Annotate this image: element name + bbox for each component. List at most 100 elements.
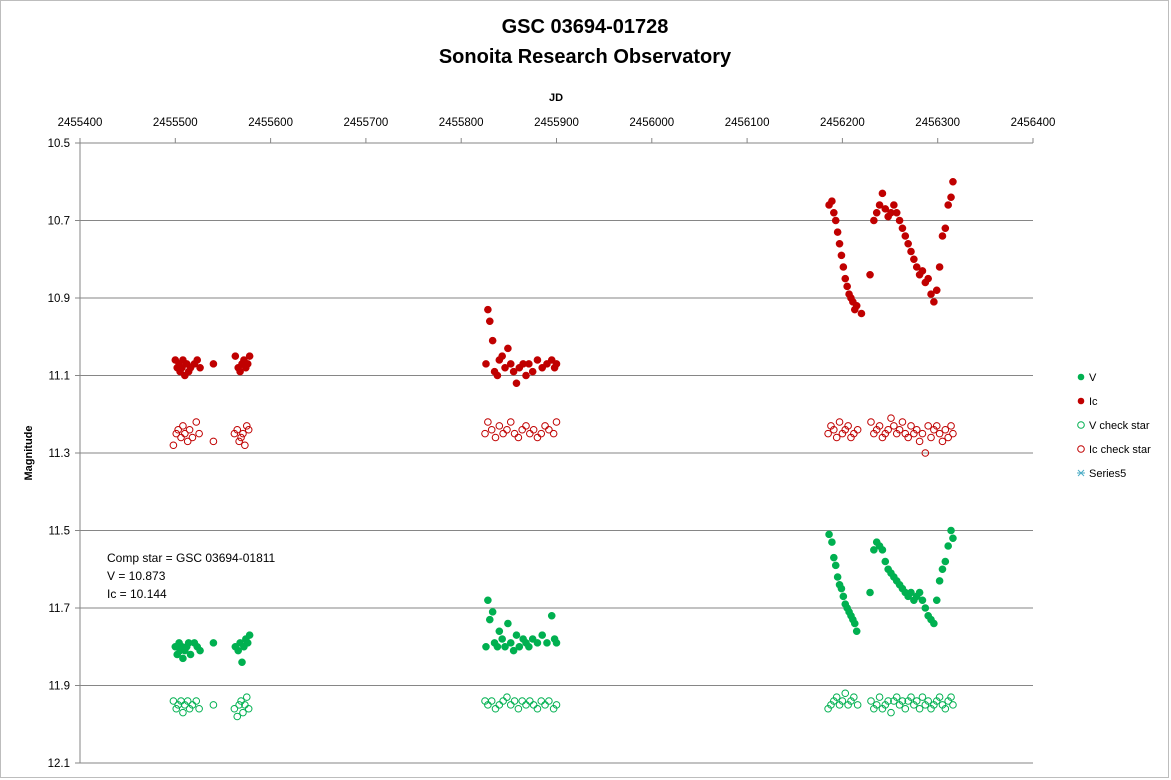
point-ic-check-star [835, 418, 844, 426]
point-ic-check-star [887, 414, 895, 422]
point-ic [881, 205, 890, 213]
point-ic-check-star [209, 437, 218, 446]
point-ic [870, 216, 878, 225]
point-ic [901, 232, 910, 240]
point-v-check-star [529, 701, 538, 709]
point-ic [927, 290, 935, 298]
point-ic [866, 270, 874, 279]
annotation-line-1: Comp star = GSC 03694-01811 [107, 551, 276, 565]
legend-marker-v [1077, 373, 1085, 381]
point-ic-check-star [927, 433, 935, 442]
point-ic-check-star [944, 433, 952, 442]
point-ic [484, 305, 492, 314]
point-v-check-star [867, 697, 875, 705]
point-v-check-star [518, 697, 526, 705]
point-ic [947, 193, 955, 202]
point-ic [930, 298, 938, 306]
point-v [947, 526, 955, 535]
point-ic [907, 247, 915, 256]
point-ic [904, 239, 912, 248]
point-ic [910, 255, 918, 264]
legend-label-v-check-star: V check star [1089, 420, 1150, 432]
point-v [485, 615, 494, 624]
point-ic-check-star [499, 429, 507, 438]
point-ic-check-star [898, 418, 907, 426]
point-ic-check-star [510, 429, 519, 438]
point-v [837, 584, 846, 593]
annotation-line-2: V = 10.873 [107, 569, 166, 583]
point-ic [209, 360, 218, 368]
point-ic-check-star [503, 425, 511, 434]
point-v [509, 646, 518, 655]
legend-label-v: V [1089, 372, 1097, 384]
point-ic [949, 177, 957, 186]
point-ic [501, 363, 509, 372]
point-ic [857, 309, 866, 318]
point-ic [898, 224, 907, 233]
point-v-check-star [192, 697, 201, 705]
point-ic [506, 360, 515, 368]
point-ic-check-star [949, 429, 957, 438]
point-ic-check-star [177, 433, 185, 442]
point-v-check-star [947, 693, 955, 701]
point-ic-check-star [506, 418, 515, 426]
point-v-check-star [172, 704, 181, 713]
point-v-check-star [209, 701, 218, 709]
point-v-check-star [487, 697, 496, 705]
point-v-check-star [537, 697, 546, 705]
point-v-check-star [850, 693, 858, 701]
legend-marker-ic-check-star [1077, 445, 1085, 453]
point-v-check-star [491, 704, 500, 713]
gridlines [80, 220, 1033, 686]
point-v-check-star [522, 701, 530, 709]
point-ic [552, 360, 561, 368]
y-tick-label: 10.9 [48, 293, 70, 305]
y-tick-label: 11.7 [48, 603, 70, 615]
point-ic-check-star [181, 429, 189, 438]
point-ic-check-star [549, 429, 558, 438]
point-v [501, 642, 509, 651]
point-ic [872, 208, 881, 217]
point-ic-check-star [188, 433, 197, 442]
legend-item-series5: Series5 [1077, 468, 1126, 480]
point-v-check-star [239, 708, 247, 717]
x-tick-label: 2455800 [439, 117, 484, 129]
point-v-check-star [237, 697, 245, 705]
point-v [498, 635, 506, 643]
legend-label-series5: Series5 [1089, 468, 1126, 480]
point-v-check-star [495, 701, 504, 709]
legend-item-ic-check-star: Ic check star [1077, 444, 1151, 456]
point-ic [493, 371, 502, 380]
point-v [878, 546, 887, 554]
data-points [169, 177, 957, 721]
point-ic [196, 363, 204, 372]
point-v-check-star [915, 704, 924, 713]
point-ic-check-star [867, 418, 875, 426]
point-v-check-star [838, 697, 847, 705]
point-ic [924, 274, 932, 283]
point-v-check-star [875, 693, 884, 701]
point-ic [839, 263, 848, 271]
point-v [209, 639, 218, 647]
point-v-check-star [188, 701, 197, 709]
point-ic-check-star [235, 437, 243, 446]
point-v [484, 596, 492, 605]
x-tick-label: 2456300 [915, 117, 960, 129]
point-v-check-star [907, 693, 915, 701]
point-ic [236, 367, 244, 376]
legend: V Ic V check star Ic check star Series5 [1077, 372, 1151, 480]
point-v [825, 530, 833, 539]
point-v [552, 639, 561, 647]
x-tick-label: 2455600 [248, 117, 293, 129]
point-ic-check-star [541, 422, 549, 430]
point-ic-check-star [915, 437, 924, 446]
point-v-check-star [901, 704, 910, 713]
point-ic-check-star [242, 422, 251, 430]
point-v [495, 627, 504, 636]
chart-subtitle: Sonoita Research Observatory [439, 46, 732, 68]
point-v [547, 611, 556, 620]
legend-item-v: V [1077, 372, 1097, 384]
legend-label-ic-check-star: Ic check star [1089, 444, 1151, 456]
point-ic [522, 371, 530, 380]
point-v [482, 642, 490, 651]
